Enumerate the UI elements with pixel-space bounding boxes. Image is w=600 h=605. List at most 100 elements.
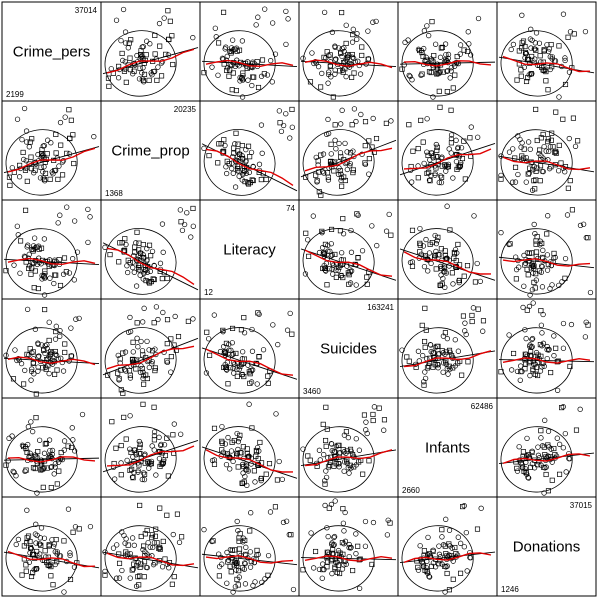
- data-point: [42, 170, 49, 176]
- data-point: [545, 428, 552, 434]
- data-point: [247, 380, 253, 386]
- data-point: [102, 549, 108, 555]
- data-point: [333, 559, 339, 565]
- data-point: [333, 267, 339, 273]
- data-point: [300, 446, 306, 452]
- data-point: [359, 52, 365, 59]
- data-point: [346, 470, 352, 476]
- data-point: [318, 84, 324, 90]
- panel-Suicides-vs-Infants: [397, 298, 498, 399]
- data-point: [24, 540, 30, 546]
- data-point: [152, 51, 158, 57]
- data-point: [61, 438, 68, 444]
- data-point: [585, 235, 591, 241]
- data-point: [341, 468, 347, 474]
- data-point: [137, 441, 143, 447]
- data-point: [455, 360, 461, 366]
- data-point: [258, 477, 264, 484]
- data-point: [540, 247, 546, 253]
- data-point: [38, 245, 45, 251]
- data-point: [36, 437, 43, 443]
- data-point: [258, 73, 265, 79]
- data-point: [20, 443, 27, 450]
- data-point: [328, 253, 335, 259]
- data-point: [529, 336, 535, 343]
- data-point: [222, 46, 228, 52]
- data-ellipse: [104, 30, 177, 97]
- data-point: [300, 567, 306, 573]
- data-point: [454, 250, 460, 256]
- data-point: [366, 138, 372, 144]
- data-point: [351, 106, 358, 112]
- data-point: [123, 549, 129, 555]
- data-point: [512, 179, 519, 185]
- data-point: [229, 87, 235, 93]
- variable-max-label: 62486: [471, 402, 494, 411]
- data-point: [165, 8, 171, 14]
- data-point: [308, 530, 314, 536]
- data-point: [7, 182, 13, 188]
- data-point: [458, 570, 464, 576]
- data-point: [46, 370, 52, 377]
- data-point: [269, 79, 275, 85]
- data-point: [523, 470, 529, 476]
- data-point: [535, 352, 541, 358]
- data-point: [122, 540, 128, 546]
- data-point: [420, 139, 426, 145]
- data-point: [34, 566, 40, 572]
- data-point: [323, 268, 329, 274]
- data-point: [442, 253, 449, 259]
- data-point: [362, 143, 368, 149]
- data-point: [6, 435, 12, 441]
- data-point: [534, 137, 540, 144]
- data-point: [527, 146, 533, 152]
- data-point: [228, 347, 234, 353]
- data-point: [168, 354, 174, 360]
- data-point: [322, 502, 328, 509]
- linear-fit-line: [498, 256, 595, 269]
- data-point: [434, 144, 440, 150]
- data-point: [23, 562, 29, 568]
- data-point: [57, 212, 63, 218]
- data-point: [328, 241, 334, 247]
- data-point: [25, 424, 32, 430]
- data-point: [345, 52, 351, 58]
- data-point: [523, 179, 529, 185]
- data-point: [219, 440, 225, 446]
- data-point: [529, 448, 535, 454]
- data-point: [13, 541, 19, 548]
- data-point: [18, 238, 24, 244]
- data-point: [556, 441, 563, 447]
- data-point: [325, 116, 331, 123]
- data-point: [420, 352, 426, 359]
- panel-Suicides-vs-Donations: [496, 298, 597, 399]
- data-point: [362, 518, 369, 525]
- data-point: [265, 380, 271, 386]
- data-point: [228, 48, 234, 54]
- data-point: [140, 352, 146, 358]
- data-point: [22, 367, 28, 374]
- data-point: [366, 156, 372, 162]
- data-point: [31, 235, 38, 241]
- data-point: [562, 57, 568, 64]
- data-point: [245, 143, 252, 149]
- data-point: [66, 270, 73, 276]
- data-point: [23, 207, 29, 213]
- data-point: [531, 361, 537, 367]
- data-point: [28, 154, 34, 160]
- data-point: [548, 369, 554, 376]
- data-point: [27, 450, 33, 456]
- data-point: [498, 369, 504, 375]
- data-point: [30, 428, 36, 435]
- data-point: [138, 338, 144, 345]
- data-point: [506, 149, 513, 155]
- data-point: [322, 241, 328, 247]
- data-point: [583, 319, 589, 325]
- data-point: [430, 94, 436, 100]
- smooth-fit-line: [502, 156, 591, 171]
- data-point: [52, 336, 59, 342]
- data-point: [340, 447, 346, 453]
- smooth-fit-line: [7, 147, 96, 173]
- data-point: [123, 368, 129, 374]
- data-point: [560, 320, 567, 327]
